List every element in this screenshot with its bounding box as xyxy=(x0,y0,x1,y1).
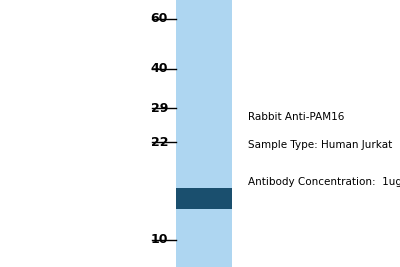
Text: Rabbit Anti-PAM16: Rabbit Anti-PAM16 xyxy=(248,112,344,122)
Text: 10: 10 xyxy=(150,233,168,246)
Text: 29: 29 xyxy=(151,102,168,115)
Text: Sample Type: Human Jurkat: Sample Type: Human Jurkat xyxy=(248,140,392,150)
Text: PAM16: PAM16 xyxy=(162,0,246,3)
Bar xyxy=(176,0,232,267)
Bar xyxy=(176,187,232,209)
Text: 60: 60 xyxy=(151,13,168,25)
Text: 22: 22 xyxy=(150,136,168,149)
Text: Antibody Concentration:  1ug/mL: Antibody Concentration: 1ug/mL xyxy=(248,177,400,187)
Text: 40: 40 xyxy=(150,62,168,75)
